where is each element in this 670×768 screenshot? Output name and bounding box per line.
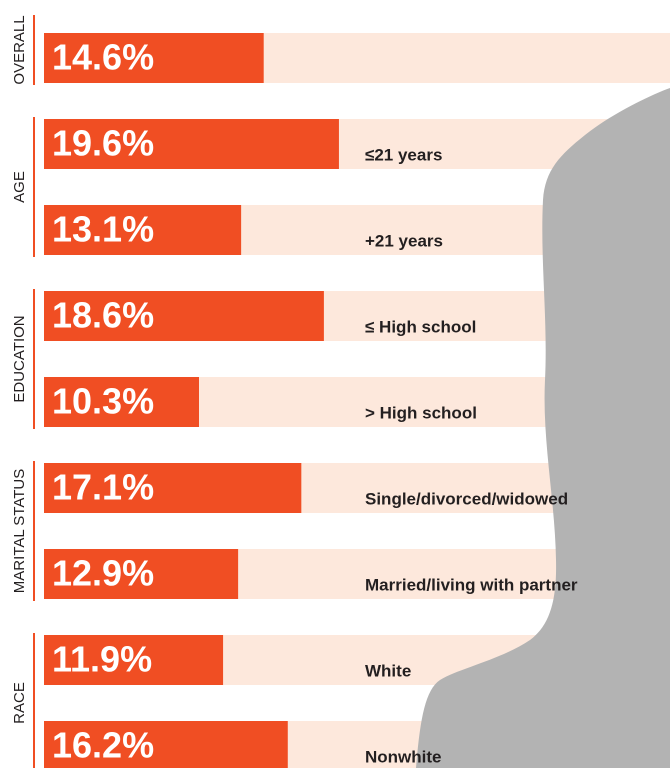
group-label: RACE xyxy=(11,682,28,724)
value-label: 10.3% xyxy=(52,381,154,422)
group-label: EDUCATION xyxy=(11,315,28,402)
value-label: 19.6% xyxy=(52,123,154,164)
bar xyxy=(44,635,224,685)
group-label: AGE xyxy=(11,171,28,203)
category-label: Married/living with partner xyxy=(365,575,578,594)
bar xyxy=(44,205,242,255)
category-label: White xyxy=(365,661,411,680)
bar xyxy=(44,463,302,513)
value-label: 13.1% xyxy=(52,209,154,250)
bar xyxy=(44,119,339,169)
category-label: ≤ High school xyxy=(365,317,476,336)
bar xyxy=(44,721,288,768)
value-label: 14.6% xyxy=(52,37,154,78)
bar xyxy=(44,291,324,341)
category-label: Single/divorced/widowed xyxy=(365,489,568,508)
value-label: 16.2% xyxy=(52,725,154,766)
bar xyxy=(44,377,199,427)
value-label: 17.1% xyxy=(52,467,154,508)
value-label: 11.9% xyxy=(52,639,152,680)
value-label: 18.6% xyxy=(52,295,154,336)
value-label: 12.9% xyxy=(52,553,154,594)
category-label: +21 years xyxy=(365,231,443,250)
bar xyxy=(44,33,264,83)
category-label: ≤21 years xyxy=(365,145,442,164)
silhouette xyxy=(416,88,670,768)
category-label: Nonwhite xyxy=(365,747,442,766)
group-label: OVERALL xyxy=(11,15,28,84)
bar xyxy=(44,549,239,599)
category-label: > High school xyxy=(365,403,477,422)
group-label: MARITAL STATUS xyxy=(11,469,28,593)
